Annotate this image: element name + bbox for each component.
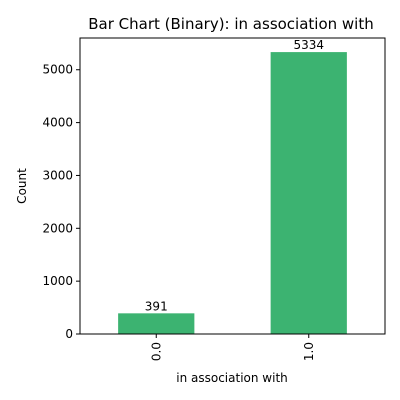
y-axis: 0 1000 2000 3000 4000 5000 xyxy=(42,63,80,341)
y-tick-label: 0 xyxy=(65,327,73,341)
y-tick-label: 2000 xyxy=(42,221,73,235)
y-tick-label: 3000 xyxy=(42,168,73,182)
bar-1.0 xyxy=(270,52,347,334)
x-tick-label: 1.0 xyxy=(302,342,316,361)
x-tick-label: 0.0 xyxy=(149,342,163,361)
data-label-0.0: 391 xyxy=(145,299,168,313)
chart-title: Bar Chart (Binary): in association with xyxy=(88,15,374,33)
data-label-1.0: 5334 xyxy=(293,38,324,52)
y-tick-label: 4000 xyxy=(42,116,73,130)
x-axis: 0.0 1.0 xyxy=(149,334,316,361)
bars-group xyxy=(118,52,347,334)
data-labels-group: 391 5334 xyxy=(145,38,324,313)
x-axis-label: in association with xyxy=(176,371,288,385)
y-tick-label: 1000 xyxy=(42,274,73,288)
y-tick-label: 5000 xyxy=(42,63,73,77)
bar-0.0 xyxy=(118,313,195,334)
y-axis-label: Count xyxy=(15,168,29,204)
plot-frame xyxy=(79,37,386,335)
